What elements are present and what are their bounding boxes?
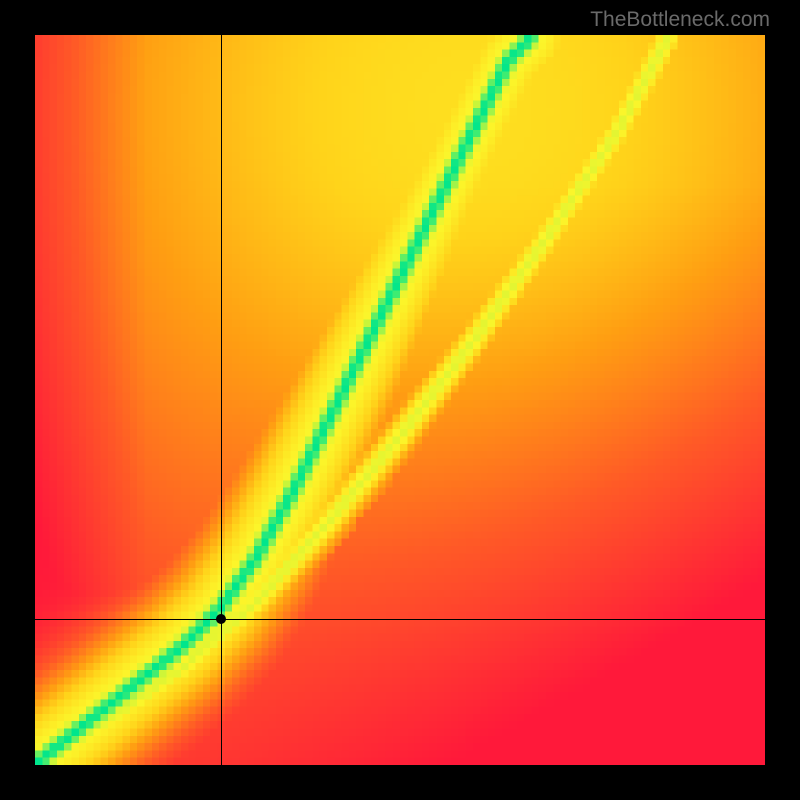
crosshair-vertical xyxy=(221,35,222,765)
heatmap-canvas xyxy=(35,35,765,765)
watermark-text: TheBottleneck.com xyxy=(590,8,770,32)
heatmap-plot xyxy=(35,35,765,765)
crosshair-horizontal xyxy=(35,619,765,620)
crosshair-marker xyxy=(216,614,226,624)
